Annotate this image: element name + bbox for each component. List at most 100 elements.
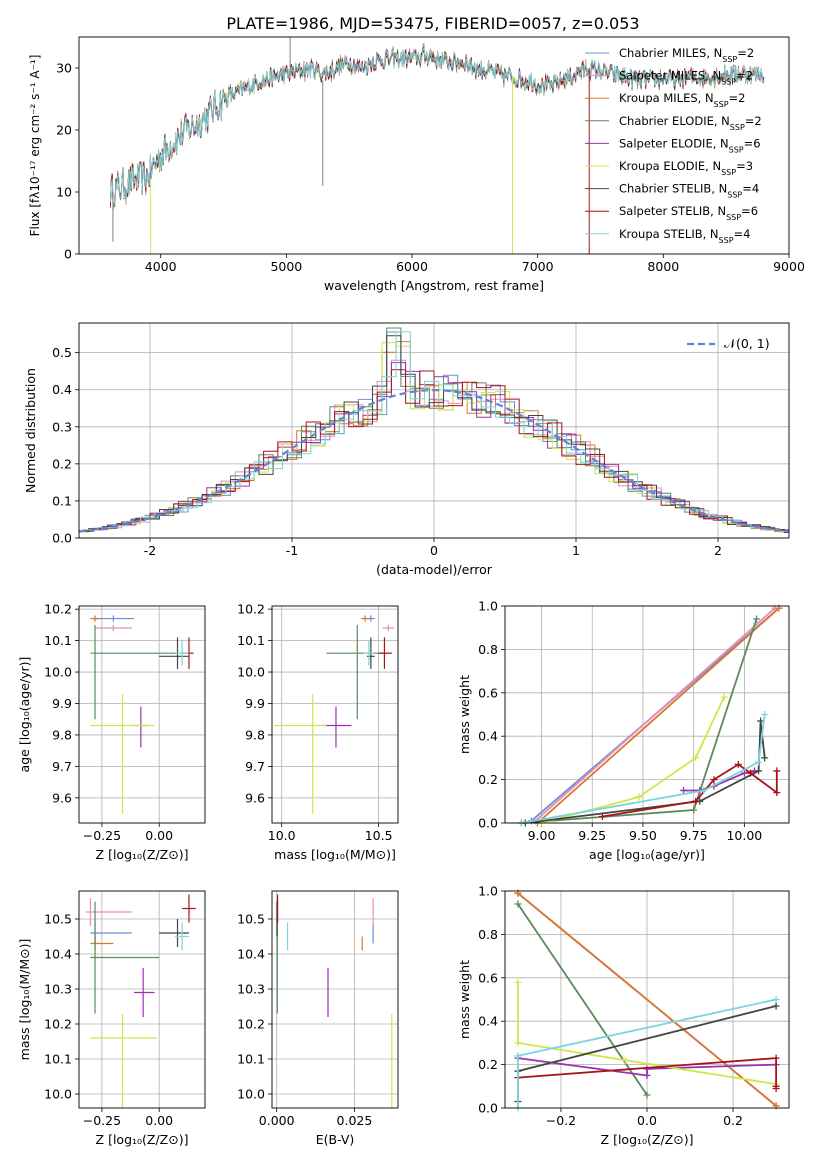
weight-marker: [720, 693, 728, 701]
x-tick-label: 0.0: [637, 1113, 657, 1128]
y-tick-label: 0.2: [478, 1057, 498, 1072]
weight-marker: [753, 615, 761, 623]
x-tick-label: 0.2: [723, 1113, 743, 1128]
histogram-kroupa-stelib: [79, 331, 789, 532]
y-tick-label: 9.9: [245, 696, 265, 711]
weight-line-salpeter-miles: [534, 607, 776, 822]
y-tick-label: 0.6: [478, 970, 498, 985]
axes-frame: [78, 36, 790, 255]
weight-marker: [635, 793, 643, 801]
y-axis-label: mass weight: [457, 675, 472, 754]
x-axis-label: mass [log₁₀(M/M⊙)]: [274, 847, 396, 862]
y-axis-label: Flux [fλ10⁻¹⁷ erg cm⁻² s⁻¹ A⁻¹]: [28, 55, 42, 237]
weight-marker: [514, 1052, 522, 1060]
y-tick-label: 10.2: [44, 1017, 72, 1032]
weight-marker: [680, 786, 688, 794]
weight-marker: [643, 1065, 651, 1073]
axes-frame: [271, 890, 399, 1109]
x-tick-label: −0.25: [83, 828, 121, 843]
y-tick-label: 0.5: [52, 345, 72, 360]
x-tick-label: -1: [286, 543, 298, 558]
weight-marker: [598, 812, 606, 820]
y-tick-label: 10.0: [44, 1087, 72, 1102]
weight-marker: [761, 754, 769, 762]
axes-frame: [78, 890, 206, 1109]
y-tick-label: 0.1: [52, 493, 72, 508]
y-tick-label: 0.0: [52, 531, 72, 546]
weight-marker: [514, 900, 522, 908]
y-tick-label: 0.0: [478, 816, 498, 831]
y-tick-label: 0.0: [478, 1101, 498, 1116]
weight-marker: [514, 1039, 522, 1047]
x-tick-label: 4000: [145, 259, 177, 274]
y-tick-label: 10.0: [44, 665, 72, 680]
y-tick-label: 20: [56, 123, 72, 138]
legend-label: Salpeter STELIB, NSSP=6: [619, 204, 758, 222]
x-tick-label: 9.50: [629, 828, 657, 843]
legend-label: Chabrier MILES, NSSP=2: [619, 46, 754, 64]
y-tick-label: 10.2: [44, 602, 72, 617]
x-tick-label: 10.00: [726, 828, 762, 843]
y-tick-label: 9.6: [245, 790, 265, 805]
legend-label: Chabrier ELODIE, NSSP=2: [619, 114, 762, 132]
weight-marker: [700, 786, 708, 794]
x-tick-label: 9.75: [680, 828, 708, 843]
y-tick-label: 9.7: [245, 759, 265, 774]
weight-marker: [643, 1091, 651, 1099]
weight-marker: [740, 769, 748, 777]
weight-marker: [773, 767, 781, 775]
legend-label: Chabrier STELIB, NSSP=4: [619, 182, 759, 200]
x-tick-label: 7000: [522, 259, 554, 274]
weight-marker: [514, 978, 522, 986]
y-tick-label: 10.3: [237, 982, 265, 997]
weight-line-kroupa-stelib: [521, 714, 766, 823]
spectrum-panel: 4000 5000 6000 7000 8000 9000 0 10 20 30 wavelengt…: [28, 36, 805, 293]
age-vs-mass-panel: 10.0 10.5 9.6 9.7 9.8 9.9 10.0 10.1 10.2 mass [lo…: [237, 602, 399, 862]
axes-frame: [271, 605, 399, 824]
y-axis-label: mass weight: [457, 960, 472, 1039]
y-tick-label: 0.2: [52, 456, 72, 471]
weight-marker: [772, 1002, 780, 1010]
x-tick-label: 8000: [647, 259, 679, 274]
y-tick-label: 0.8: [478, 642, 498, 657]
y-tick-label: 10.2: [237, 1017, 265, 1032]
y-tick-label: 0.8: [478, 927, 498, 942]
figure-title: PLATE=1986, MJD=53475, FIBERID=0057, z=0…: [226, 14, 639, 33]
x-axis-label: (data-model)/error: [376, 562, 493, 577]
axes-frame: [78, 322, 790, 539]
weight-line-kroupa-elodie: [541, 696, 725, 823]
y-tick-label: 30: [56, 61, 72, 76]
weight-marker: [734, 760, 742, 768]
legend-label: Salpeter ELODIE, NSSP=6: [619, 136, 761, 154]
x-tick-label: 9.25: [578, 828, 606, 843]
mass-weight-vs-age-panel: 9.00 9.25 9.50 9.75 10.00 0.0 0.2 0.4 0.6 0.8 1.0 a…: [457, 599, 790, 862]
weight-marker: [621, 1056, 629, 1064]
legend-label: Salpeter MILES, NSSP=2: [619, 69, 753, 87]
x-axis-label: E(B-V): [316, 1132, 355, 1147]
legend-label: Kroupa MILES, NSSP=2: [619, 91, 745, 109]
mass-vs-reddening-panel: 0.000 0.025 10.0 10.1 10.2 10.3 10.4 10.5 E(B-V): [237, 890, 399, 1147]
weight-marker: [772, 1054, 780, 1062]
weight-marker: [761, 711, 769, 718]
x-axis-label: wavelength [Angstrom, rest frame]: [324, 278, 544, 293]
weight-line-kroupa-miles: [517, 892, 777, 1107]
x-tick-label: 0.025: [337, 1113, 373, 1128]
legend-label: Kroupa ELODIE, NSSP=3: [619, 159, 753, 177]
weight-marker: [692, 754, 700, 762]
axes-frame: [504, 605, 790, 824]
y-tick-label: 10.1: [237, 633, 265, 648]
weight-marker: [755, 758, 763, 766]
axes-frame: [504, 890, 790, 1109]
normal-curve: [79, 388, 789, 533]
y-tick-label: 10.5: [44, 912, 72, 927]
x-tick-label: 6000: [396, 259, 428, 274]
x-axis-label: Z [log₁₀(Z/Z⊙)]: [601, 1132, 694, 1147]
weight-marker: [692, 797, 700, 805]
x-tick-label: 9.00: [528, 828, 556, 843]
x-tick-label: -2: [144, 543, 156, 558]
residual-histogram-panel: -2 -1 0 1 2 0.0 0.1 0.2 0.3 0.4 0.5 (data-model)/er…: [23, 322, 790, 577]
x-axis-label: Z [log₁₀(Z/Z⊙)]: [96, 847, 189, 862]
y-tick-label: 10.0: [237, 665, 265, 680]
weight-line-kroupa-miles: [536, 607, 780, 823]
